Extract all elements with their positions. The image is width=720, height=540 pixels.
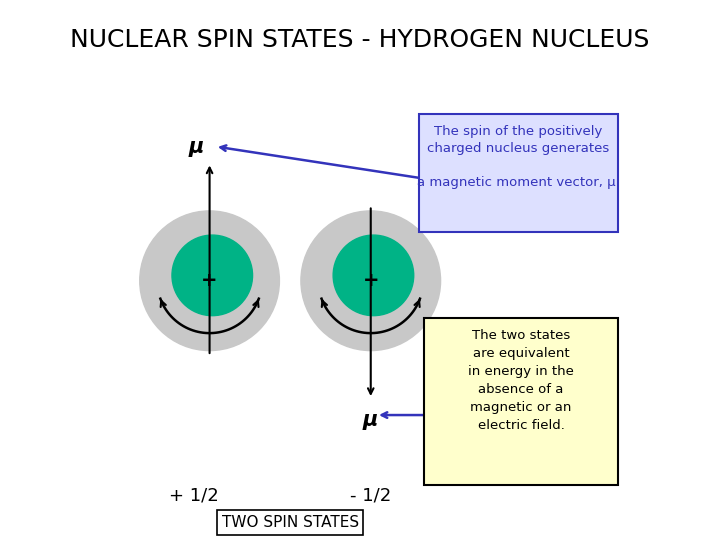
Text: NUCLEAR SPIN STATES - HYDROGEN NUCLEUS: NUCLEAR SPIN STATES - HYDROGEN NUCLEUS	[71, 28, 649, 52]
Text: +: +	[202, 271, 218, 290]
Text: The two states
are equivalent
in energy in the
absence of a
magnetic or an
elect: The two states are equivalent in energy …	[468, 329, 574, 432]
Circle shape	[333, 235, 414, 316]
Circle shape	[140, 211, 279, 350]
FancyBboxPatch shape	[425, 319, 618, 485]
Text: +: +	[362, 271, 379, 290]
FancyBboxPatch shape	[419, 114, 618, 232]
Circle shape	[172, 235, 253, 316]
Text: + 1/2: + 1/2	[168, 487, 218, 505]
Text: - 1/2: - 1/2	[350, 487, 392, 505]
Text: μ: μ	[363, 410, 379, 430]
Text: The spin of the positively
charged nucleus generates

a magnetic moment vector, : The spin of the positively charged nucle…	[417, 125, 620, 189]
Text: μ: μ	[189, 137, 204, 157]
Circle shape	[301, 211, 441, 350]
Text: TWO SPIN STATES: TWO SPIN STATES	[222, 515, 359, 530]
